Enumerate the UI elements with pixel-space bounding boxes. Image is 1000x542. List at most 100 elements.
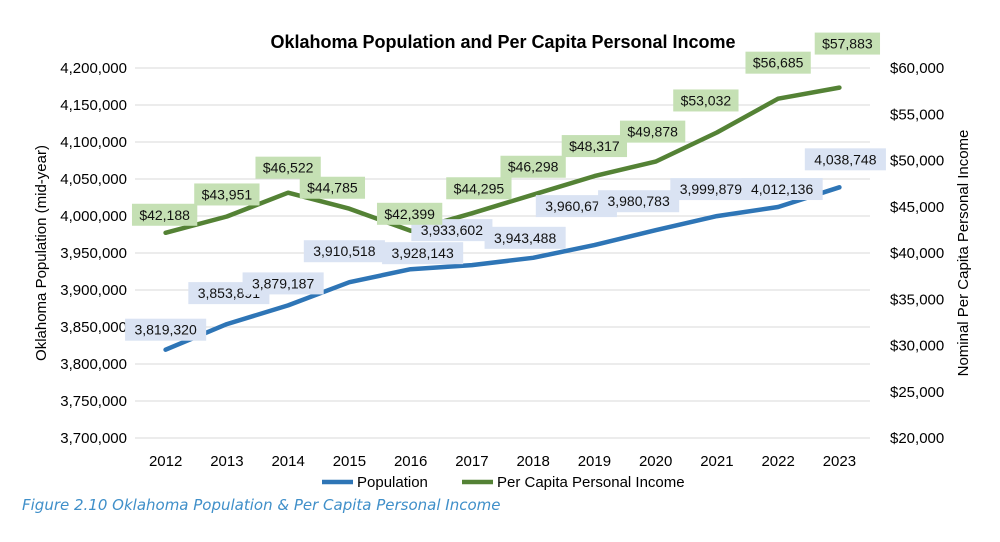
x-tick-label: 2021 [700, 453, 733, 470]
y-axis-ticks: 3,700,000 3,750,000 3,800,000 3,850,000 3,90… [60, 60, 127, 447]
population-data-label: 4,038,748 [804, 148, 886, 171]
population-data-label: 3,910,518 [303, 240, 385, 263]
population-data-label-text: 3,933,602 [421, 222, 483, 238]
x-axis-ticks: 2012 2013 2014 2015 2016 2017 2018 2019 2020 2021… [149, 453, 856, 470]
x-tick-label: 2014 [271, 453, 304, 470]
income-data-label-bg [619, 120, 686, 143]
y-tick-label: 3,750,000 [60, 393, 127, 410]
income-data-label-bg [255, 156, 321, 179]
y2-axis-ticks: $20,000 $25,000 $30,000 $35,000 $40,000 $45,0… [890, 60, 944, 447]
population-data-label: 4,012,136 [741, 178, 823, 201]
income-data-label-text: $49,878 [627, 124, 678, 140]
x-tick-label: 2013 [210, 453, 243, 470]
income-data-label-bg [131, 203, 198, 226]
population-data-label-bg [382, 242, 464, 265]
population-data-label: 3,943,488 [484, 226, 566, 249]
income-data-label-text: $46,298 [508, 159, 559, 175]
y-tick-label: 3,700,000 [60, 430, 127, 447]
income-data-label: $46,298 [500, 155, 566, 178]
population-data-label: 3,928,143 [382, 242, 464, 265]
population-data-label: 3,819,320 [125, 318, 207, 341]
population-data-label-bg [741, 178, 823, 201]
income-data-label-text: $43,951 [202, 186, 253, 202]
income-data-label-bg [299, 176, 366, 199]
y-tick-label: 4,200,000 [60, 60, 127, 77]
y2-tick-label: $25,000 [890, 384, 944, 401]
population-data-label-bg [535, 195, 617, 218]
income-data-label-bg [446, 177, 512, 200]
population-line [163, 185, 842, 352]
income-data-label-text: $42,399 [384, 206, 435, 222]
income-data-label-bg [194, 183, 260, 206]
x-tick-label: 2012 [149, 453, 182, 470]
income-data-label-text: $46,522 [263, 160, 314, 176]
population-data-label-bg [598, 190, 680, 213]
income-data-label-bg [561, 135, 628, 158]
population-data-label: 3,879,187 [242, 272, 324, 295]
population-data-label-bg [242, 272, 324, 295]
y-tick-label: 3,850,000 [60, 319, 127, 336]
y2-tick-label: $40,000 [890, 245, 944, 262]
income-data-label-text: $44,295 [454, 180, 505, 196]
income-data-label: $48,317 [561, 135, 628, 158]
income-data-label: $44,295 [446, 177, 512, 200]
population-data-label-text: 3,980,783 [607, 193, 669, 209]
income-data-label-bg [814, 32, 881, 55]
y-axis-label: Oklahoma Population (mid-year) [33, 145, 50, 361]
x-tick-label: 2017 [455, 453, 488, 470]
income-data-label: $46,522 [255, 156, 321, 179]
population-data-label-bg [125, 318, 207, 341]
x-tick-label: 2019 [578, 453, 611, 470]
income-data-label-bg [673, 89, 739, 112]
y2-tick-label: $50,000 [890, 153, 944, 170]
y-tick-label: 4,100,000 [60, 134, 127, 151]
chart-title: Oklahoma Population and Per Capita Perso… [270, 32, 735, 52]
y2-tick-label: $35,000 [890, 291, 944, 308]
population-data-label-bg [484, 226, 566, 249]
x-tick-label: 2020 [639, 453, 672, 470]
x-tick-label: 2022 [761, 453, 794, 470]
income-data-label: $49,878 [619, 120, 686, 143]
income-data-label-text: $53,032 [681, 92, 732, 108]
y2-tick-label: $30,000 [890, 338, 944, 355]
population-data-label-bg [804, 148, 886, 171]
income-data-label-text: $48,317 [569, 138, 620, 154]
population-data-label-text: 3,910,518 [313, 243, 375, 259]
figure-caption: Figure 2.10 Oklahoma Population & Per Ca… [22, 496, 501, 514]
x-tick-label: 2023 [823, 453, 856, 470]
y-tick-label: 4,150,000 [60, 97, 127, 114]
legend-label-income: Per Capita Personal Income [497, 474, 685, 491]
income-data-label: $53,032 [673, 89, 739, 112]
population-data-label: 3,980,783 [598, 190, 680, 213]
population-data-label-text: 3,819,320 [134, 322, 196, 338]
income-data-label: $42,399 [376, 202, 443, 225]
income-data-label-bg [500, 155, 566, 178]
y-tick-label: 3,800,000 [60, 356, 127, 373]
income-data-label-bg [745, 51, 811, 74]
y2-tick-label: $60,000 [890, 60, 944, 77]
income-data-label-text: $57,883 [822, 36, 873, 52]
y2-tick-label: $45,000 [890, 199, 944, 216]
legend: Population Per Capita Personal Income [322, 474, 685, 491]
income-data-label-text: $42,188 [139, 207, 190, 223]
y-tick-label: 4,050,000 [60, 171, 127, 188]
population-data-label-text: 3,879,187 [252, 275, 314, 291]
y2-axis-label: Nominal Per Capita Personal Income [955, 130, 972, 377]
population-data-label-text: 3,960,676 [545, 198, 607, 214]
population-data-label: 3,999,879 [670, 178, 752, 201]
income-data-label: $57,883 [814, 32, 881, 55]
population-data-label: 3,960,676 [535, 195, 617, 218]
income-line [163, 85, 842, 236]
y-tick-label: 4,000,000 [60, 208, 127, 225]
population-data-label-bg [303, 240, 385, 263]
income-data-label: $42,188 [131, 203, 198, 226]
income-data-label: $56,685 [745, 51, 811, 74]
legend-label-population: Population [357, 474, 428, 491]
y-tick-label: 3,900,000 [60, 282, 127, 299]
income-data-label: $43,951 [194, 183, 260, 206]
income-data-label-bg [376, 202, 443, 225]
x-tick-label: 2018 [516, 453, 549, 470]
y2-tick-label: $55,000 [890, 106, 944, 123]
